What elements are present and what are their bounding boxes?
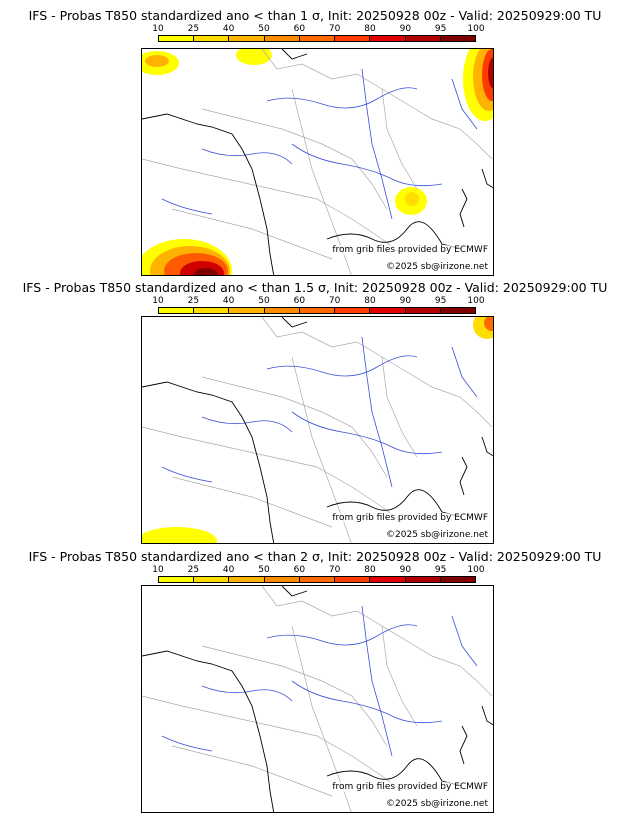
probability-map: from grib files provided by ECMWF ©2025 …: [141, 316, 494, 544]
colorbar-swatch: [264, 308, 300, 313]
colorbar-bar: [158, 576, 476, 583]
colorbar-swatch: [229, 308, 265, 313]
colorbar-swatch: [299, 577, 336, 582]
colorbar-swatch: [370, 308, 406, 313]
probability-areas: [142, 317, 493, 543]
colorbar-tick-label: 50: [258, 296, 270, 306]
colorbar: 10 25 40 50 60 70 80 90 95 100: [152, 565, 485, 583]
probability-map: from grib files provided by ECMWF ©2025 …: [141, 48, 494, 276]
map-graphic: [142, 49, 493, 275]
colorbar-swatch: [194, 308, 230, 313]
panel-title: IFS - Probas T850 standardized ano < tha…: [28, 8, 602, 23]
country-borders: [142, 317, 493, 543]
panel-title: IFS - Probas T850 standardized ano < tha…: [22, 280, 608, 295]
map-panel-2: IFS - Probas T850 standardized ano < tha…: [0, 272, 630, 544]
colorbar-swatch: [335, 308, 371, 313]
colorbar: 10 25 40 50 60 70 80 90 95 100: [152, 24, 485, 42]
colorbar-tick-label: 95: [434, 296, 447, 306]
colorbar-labels: 10 25 40 50 60 70 80 90 95 100: [152, 24, 484, 35]
colorbar-tick-label: 60: [293, 296, 306, 306]
rivers: [161, 605, 478, 757]
colorbar-swatch: [405, 308, 441, 313]
colorbar-swatch: [405, 36, 441, 41]
colorbar-swatch: [440, 308, 475, 313]
colorbar-tick-label: 90: [399, 296, 412, 306]
map-graphic: [142, 317, 493, 543]
country-borders: [142, 586, 493, 812]
colorbar-tick-label: 80: [364, 296, 376, 306]
colorbar-labels: 10 25 40 50 60 70 80 90 95 100: [152, 296, 484, 307]
source-credit: from grib files provided by ECMWF: [332, 513, 488, 523]
colorbar-tick-label: 40: [222, 565, 235, 575]
source-credit: from grib files provided by ECMWF: [332, 245, 488, 255]
coastlines: [142, 49, 493, 275]
colorbar-swatch: [335, 577, 371, 582]
colorbar-tick-label: 95: [434, 565, 447, 575]
colorbar-tick-label: 25: [187, 24, 200, 34]
colorbar-swatch: [159, 36, 195, 41]
colorbar-swatch: [159, 308, 195, 313]
colorbar-swatch: [264, 577, 300, 582]
rivers: [161, 68, 478, 220]
colorbar-tick-label: 50: [258, 24, 270, 34]
colorbar-bar: [158, 307, 476, 314]
colorbar-swatch: [159, 577, 195, 582]
coastlines: [142, 586, 493, 812]
colorbar-swatch: [229, 36, 265, 41]
colorbar-tick-label: 60: [293, 565, 306, 575]
probability-map: from grib files provided by ECMWF ©2025 …: [141, 585, 494, 813]
colorbar-tick-label: 100: [467, 296, 485, 306]
colorbar-tick-label: 100: [467, 565, 485, 575]
copyright-credit: ©2025 sb@irizone.net: [386, 799, 488, 809]
coastlines: [142, 317, 493, 543]
colorbar-tick-label: 40: [222, 296, 235, 306]
colorbar-swatch: [194, 36, 230, 41]
copyright-credit: ©2025 sb@irizone.net: [386, 530, 488, 540]
colorbar-swatch: [370, 36, 406, 41]
colorbar-tick-label: 95: [434, 24, 447, 34]
colorbar-swatch: [299, 36, 336, 41]
source-credit: from grib files provided by ECMWF: [332, 782, 488, 792]
colorbar-tick-label: 25: [187, 565, 200, 575]
colorbar-labels: 10 25 40 50 60 70 80 90 95 100: [152, 565, 484, 576]
colorbar-tick-label: 70: [328, 24, 341, 34]
colorbar-bar: [158, 35, 476, 42]
colorbar-swatch: [405, 577, 441, 582]
rivers: [161, 336, 478, 488]
colorbar-tick-label: 10: [152, 565, 164, 575]
colorbar-tick-label: 70: [328, 296, 341, 306]
colorbar-swatch: [440, 577, 475, 582]
map-graphic: [142, 586, 493, 812]
colorbar-tick-label: 10: [152, 24, 164, 34]
colorbar-tick-label: 100: [467, 24, 485, 34]
colorbar-tick-label: 70: [328, 565, 341, 575]
panel-title: IFS - Probas T850 standardized ano < tha…: [28, 549, 602, 564]
colorbar-tick-label: 90: [399, 24, 412, 34]
colorbar-tick-label: 10: [152, 296, 164, 306]
colorbar-swatch: [229, 577, 265, 582]
colorbar-swatch: [299, 308, 336, 313]
colorbar-tick-label: 50: [258, 565, 270, 575]
colorbar-swatch: [194, 577, 230, 582]
copyright-credit: ©2025 sb@irizone.net: [386, 262, 488, 272]
colorbar-tick-label: 90: [399, 565, 412, 575]
colorbar-tick-label: 60: [293, 24, 306, 34]
probability-areas: [142, 49, 493, 275]
colorbar-tick-label: 80: [364, 24, 376, 34]
map-panel-3: IFS - Probas T850 standardized ano < tha…: [0, 541, 630, 813]
colorbar-swatch: [335, 36, 371, 41]
colorbar-swatch: [264, 36, 300, 41]
colorbar-swatch: [440, 36, 475, 41]
map-panel-1: IFS - Probas T850 standardized ano < tha…: [0, 0, 630, 276]
colorbar-tick-label: 40: [222, 24, 235, 34]
colorbar-tick-label: 80: [364, 565, 376, 575]
colorbar-swatch: [370, 577, 406, 582]
colorbar: 10 25 40 50 60 70 80 90 95 100: [152, 296, 485, 314]
colorbar-tick-label: 25: [187, 296, 200, 306]
